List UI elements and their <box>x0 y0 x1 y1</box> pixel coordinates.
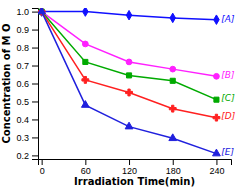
series-group <box>38 8 220 156</box>
tick-mark <box>216 159 217 165</box>
tick: 0.5 <box>16 97 38 107</box>
tick: 0.8 <box>16 43 38 53</box>
tick-label: 0.4 <box>16 115 29 125</box>
marker <box>83 59 88 64</box>
tick-mark <box>32 155 38 156</box>
tick-mark <box>32 48 38 49</box>
marker <box>170 13 175 22</box>
tick-label: 0.7 <box>16 61 29 71</box>
marker <box>82 41 88 47</box>
series-line <box>42 12 217 100</box>
marker <box>38 8 46 14</box>
marker <box>213 149 221 156</box>
x-axis: 0 60 120 180 240 <box>39 159 232 176</box>
tick: 0.4 <box>16 115 38 125</box>
marker <box>214 73 220 79</box>
marker <box>214 97 219 102</box>
marker <box>169 134 177 141</box>
series-line <box>42 12 217 118</box>
annotation: [E] <box>221 147 234 157</box>
tick-label: 0.5 <box>16 97 29 107</box>
axis-line <box>39 160 232 166</box>
marker <box>125 122 133 129</box>
marker <box>170 78 175 83</box>
tick: 0.9 <box>16 25 38 35</box>
tick: 0.2 <box>16 151 38 161</box>
marker <box>213 114 220 121</box>
tick: 0.7 <box>16 61 38 71</box>
tick-mark <box>32 119 38 120</box>
tick-mark <box>32 30 38 31</box>
tick: 120 <box>122 159 137 176</box>
tick: 1.0 <box>16 7 38 17</box>
annotation: [A] <box>221 14 235 24</box>
tick-label: 0.9 <box>16 25 29 35</box>
x-axis-title: Irradiation Time(min) <box>74 176 195 187</box>
tick-mark <box>32 101 38 102</box>
tick-label: 0.2 <box>16 151 29 161</box>
tick: 0.3 <box>16 133 38 143</box>
tick-label: 240 <box>209 166 224 176</box>
tick-mark <box>42 159 43 165</box>
tick-mark <box>32 84 38 85</box>
marker <box>126 89 133 96</box>
y-axis: 0.2 0.3 0.4 0.5 0.6 0.7 0.8 0.9 1.0 <box>16 7 38 161</box>
tick-mark <box>129 159 130 165</box>
tick-label: 0.8 <box>16 43 29 53</box>
chart: 0 60 120 180 240 0.2 0.3 0.4 0.5 0.6 0.7 0.8 0.9 1.0 [… <box>0 0 246 189</box>
marker <box>214 15 219 24</box>
tick-mark <box>32 66 38 67</box>
marker <box>126 10 131 19</box>
tick-mark <box>85 159 86 165</box>
annotation: [C] <box>221 93 235 103</box>
tick-label: 180 <box>166 166 181 176</box>
tick: 60 <box>81 159 91 176</box>
tick-mark <box>32 137 38 138</box>
marker <box>81 101 89 108</box>
marker <box>83 8 88 16</box>
tick: 0.6 <box>16 79 38 89</box>
tick-label: 0.3 <box>16 133 29 143</box>
annotations: [A] [B] [C] [D] [E] <box>221 14 235 157</box>
tick-label: 0 <box>40 166 45 176</box>
tick: 180 <box>166 159 181 176</box>
annotation: [D] <box>221 111 235 121</box>
series-line <box>42 12 217 154</box>
tick-label: 60 <box>81 166 91 176</box>
marker <box>126 59 132 65</box>
tick: 240 <box>209 159 224 176</box>
tick-label: 120 <box>122 166 137 176</box>
marker <box>126 73 131 78</box>
tick: 0 <box>40 159 45 176</box>
tick-label: 0.6 <box>16 79 29 89</box>
axis-line <box>32 9 39 160</box>
annotation: [B] <box>221 70 235 80</box>
tick-mark <box>32 12 38 13</box>
marker <box>170 66 176 72</box>
tick-mark <box>173 159 174 165</box>
marker <box>169 105 176 112</box>
plot: 0 60 120 180 240 0.2 0.3 0.4 0.5 0.6 0.7 0.8 0.9 1.0 [… <box>16 7 235 177</box>
y-axis-title: Concentration of M O <box>1 24 12 144</box>
marker <box>82 76 89 83</box>
tick-label: 1.0 <box>16 7 29 17</box>
